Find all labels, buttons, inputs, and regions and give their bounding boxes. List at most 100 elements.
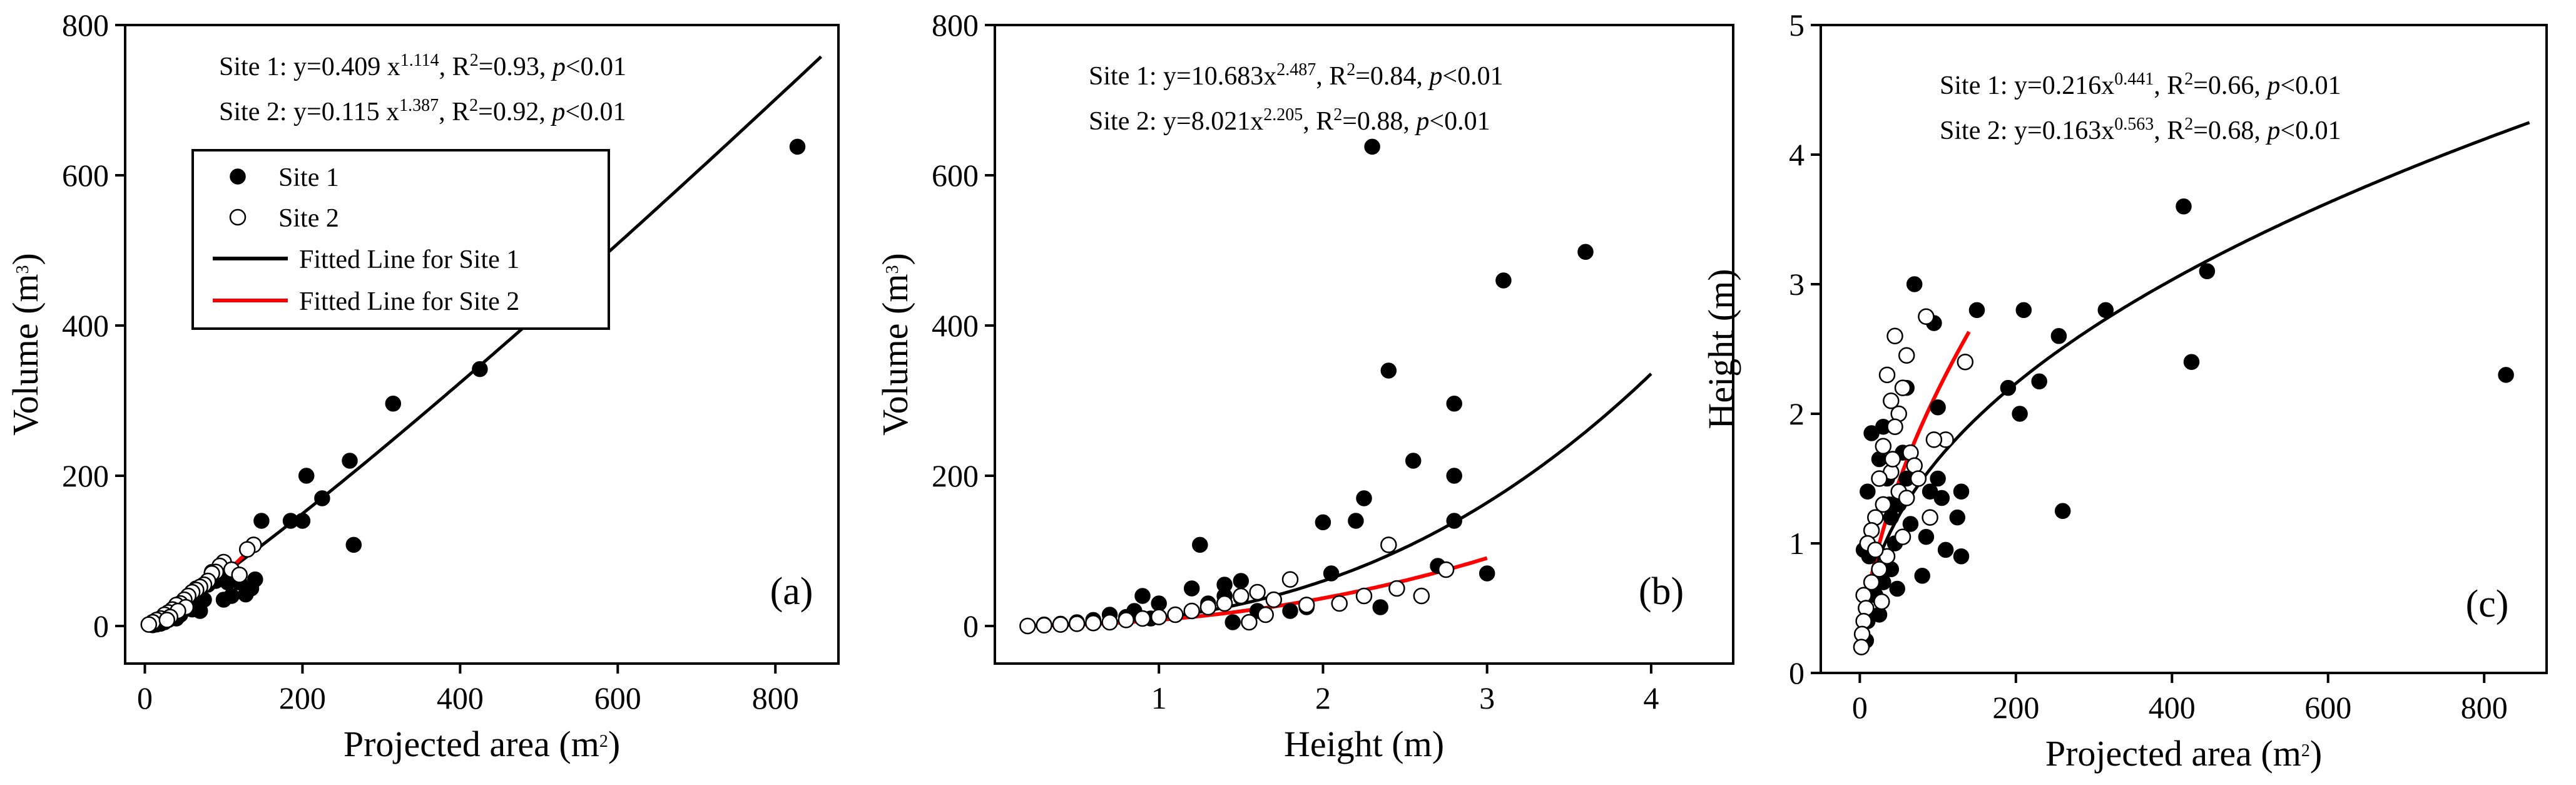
point-site-1 (2097, 302, 2114, 319)
point-site-1 (1918, 528, 1935, 545)
equation-site-2: Site 2: y=8.021x2.205, R2=0.88, p<0.01 (1089, 105, 1490, 136)
point-site-2 (1085, 614, 1102, 632)
panel-b: 1 2 3 4 0 200 400 600 800 Height (m) Volume (m3) Si… (875, 8, 1734, 764)
point-site-2 (1437, 561, 1455, 578)
point-site-2 (1183, 602, 1200, 620)
point-site-2 (140, 616, 158, 633)
point-site-2 (1894, 379, 1912, 396)
y-tick-label: 800 (932, 8, 979, 43)
point-site-2 (1068, 615, 1086, 632)
y-tick-label: 600 (62, 158, 109, 193)
point-site-1 (789, 138, 806, 155)
point-site-1 (385, 396, 402, 412)
y-axis-title: Volume (m3) (875, 253, 915, 436)
point-site-1 (2498, 367, 2514, 383)
y-tick-label: 5 (1789, 8, 1805, 43)
legend-label-fit1: Fitted Line for Site 1 (299, 245, 519, 274)
x-tick-label: 800 (2461, 690, 2508, 725)
point-site-1 (1902, 516, 1919, 532)
x-tick-label: 3 (1479, 680, 1495, 716)
point-site-2 (1883, 392, 1900, 409)
point-site-1 (1446, 396, 1462, 412)
point-site-1 (1930, 470, 1946, 487)
point-site-1 (2183, 354, 2200, 370)
plot-marks (1019, 138, 1652, 635)
y-tick-label: 0 (1789, 655, 1805, 690)
point-site-2 (1875, 438, 1892, 455)
y-axis-title: Volume (m3) (5, 253, 46, 436)
point-site-1 (1906, 276, 1923, 292)
fit-line-site-1 (1027, 372, 1652, 628)
point-site-1 (1364, 138, 1380, 155)
point-site-1 (1372, 599, 1388, 615)
point-site-2 (238, 541, 256, 558)
plot-marks (1853, 121, 2530, 655)
y-tick-label: 400 (62, 308, 109, 343)
point-site-2 (1036, 617, 1052, 634)
point-site-1 (1479, 565, 1495, 582)
plot-frame (994, 24, 1734, 665)
panel-c: 0 200 400 600 800 0 1 2 3 4 5 Projected area (m2) He… (1701, 8, 2548, 774)
point-site-1 (1953, 548, 1970, 565)
y-tick-label: 1 (1789, 526, 1805, 561)
point-site-2 (1233, 587, 1250, 605)
y-tick-label: 400 (932, 308, 979, 343)
point-site-2 (1863, 573, 1880, 591)
point-site-1 (282, 513, 299, 529)
point-site-1 (2031, 373, 2047, 390)
x-tick-label: 600 (2304, 690, 2351, 725)
point-site-2 (1331, 595, 1348, 612)
point-site-2 (1884, 451, 1901, 468)
legend-marker-site-2 (229, 208, 247, 226)
point-site-2 (1298, 597, 1315, 613)
point-site-1 (2015, 302, 2032, 319)
panel-label: (c) (2466, 583, 2509, 625)
point-site-1 (472, 361, 488, 377)
point-site-2 (1898, 347, 1915, 364)
point-site-1 (1224, 614, 1241, 630)
x-tick-label: 400 (437, 680, 484, 716)
legend: Site 1 Site 2 Fitted Line for Site 1 Fitted… (191, 149, 610, 330)
point-site-1 (1968, 302, 1985, 319)
x-axis-title: Projected area (m2) (2045, 733, 2322, 774)
point-site-2 (1249, 583, 1266, 601)
point-site-2 (1167, 606, 1184, 623)
point-site-1 (215, 592, 232, 608)
point-site-1 (2054, 503, 2071, 520)
x-tick-label: 4 (1643, 680, 1659, 716)
equation-site-1: Site 1: y=10.683x2.487, R2=0.84, p<0.01 (1089, 60, 1504, 91)
point-site-1 (1446, 513, 1462, 529)
point-site-2 (1265, 591, 1283, 608)
point-site-2 (1957, 353, 1974, 371)
point-site-2 (1886, 327, 1903, 345)
y-tick-label: 0 (93, 608, 109, 644)
x-axis-title: Height (m) (1284, 724, 1444, 764)
point-site-2 (1117, 612, 1135, 629)
point-site-1 (2012, 406, 2028, 422)
y-tick-label: 600 (932, 158, 979, 193)
point-site-2 (1910, 470, 1927, 487)
point-site-2 (1898, 490, 1915, 506)
x-tick-label: 0 (1852, 690, 1868, 725)
point-site-1 (1134, 588, 1151, 604)
point-site-2 (1871, 470, 1888, 487)
point-site-1 (1405, 453, 1422, 469)
y-tick-label: 200 (62, 458, 109, 493)
legend-label-site1: Site 1 (278, 163, 339, 192)
x-tick-label: 800 (752, 680, 799, 716)
point-site-2 (1388, 580, 1405, 597)
point-site-2 (1878, 366, 1896, 384)
point-site-1 (1933, 490, 1950, 506)
y-tick-label: 2 (1789, 396, 1805, 431)
point-site-2 (1875, 496, 1892, 513)
fit-line-site-1 (144, 55, 823, 628)
x-axis-title: Projected area (m2) (344, 724, 620, 764)
point-site-2 (1216, 595, 1233, 612)
point-site-1 (1348, 513, 1364, 529)
point-site-2 (1380, 536, 1397, 553)
point-site-1 (2199, 263, 2216, 280)
plot-marks (140, 55, 823, 634)
equation-site-1: Site 1: y=0.216x0.441, R2=0.66, p<0.01 (1940, 69, 2341, 101)
x-tick-label: 400 (2149, 690, 2196, 725)
